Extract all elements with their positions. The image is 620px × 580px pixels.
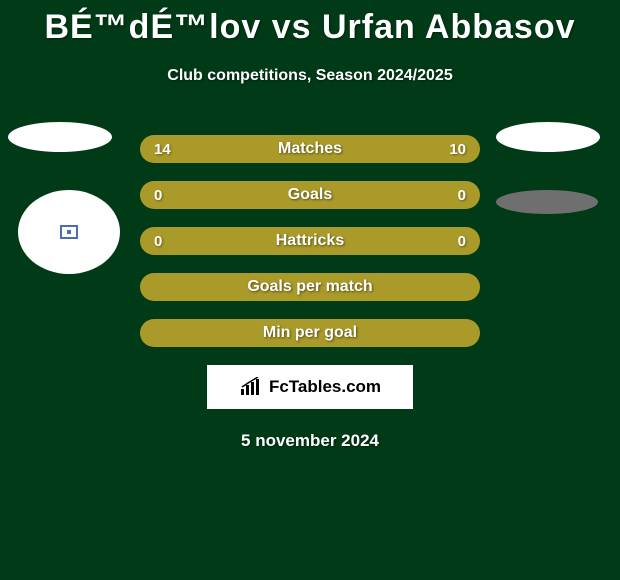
- date-text: 5 november 2024: [0, 431, 620, 451]
- stat-label: Hattricks: [276, 232, 344, 250]
- stat-label: Goals: [288, 186, 332, 204]
- stat-left-value: 0: [154, 187, 162, 204]
- brand-text: FcTables.com: [269, 377, 381, 397]
- page-subtitle: Club competitions, Season 2024/2025: [0, 67, 620, 85]
- stat-label: Min per goal: [263, 324, 357, 342]
- stat-row-goals-per-match: Goals per match: [140, 273, 480, 301]
- stats-container: 14 Matches 10 0 Goals 0 0 Hattricks 0 Go…: [140, 135, 480, 347]
- brand-chart-icon: [239, 377, 265, 397]
- stat-left-value: 14: [154, 141, 171, 158]
- player-photo-placeholder: [496, 122, 600, 152]
- stat-row-hattricks: 0 Hattricks 0: [140, 227, 480, 255]
- stat-right-value: 0: [458, 187, 466, 204]
- stat-row-min-per-goal: Min per goal: [140, 319, 480, 347]
- stat-row-goals: 0 Goals 0: [140, 181, 480, 209]
- stat-left-value: 0: [154, 233, 162, 250]
- page-title: BÉ™dÉ™lov vs Urfan Abbasov: [0, 0, 620, 47]
- stat-row-matches: 14 Matches 10: [140, 135, 480, 163]
- stat-label: Matches: [278, 140, 342, 158]
- stat-right-value: 0: [458, 233, 466, 250]
- stat-label: Goals per match: [247, 278, 372, 296]
- team-logo-placeholder: [18, 190, 120, 274]
- stat-right-value: 10: [449, 141, 466, 158]
- left-player-avatars: [8, 122, 120, 274]
- right-player-avatars: [496, 122, 600, 214]
- placeholder-icon: [60, 225, 78, 239]
- team-logo-placeholder: [496, 190, 598, 214]
- player-photo-placeholder: [8, 122, 112, 152]
- brand-box[interactable]: FcTables.com: [207, 365, 413, 409]
